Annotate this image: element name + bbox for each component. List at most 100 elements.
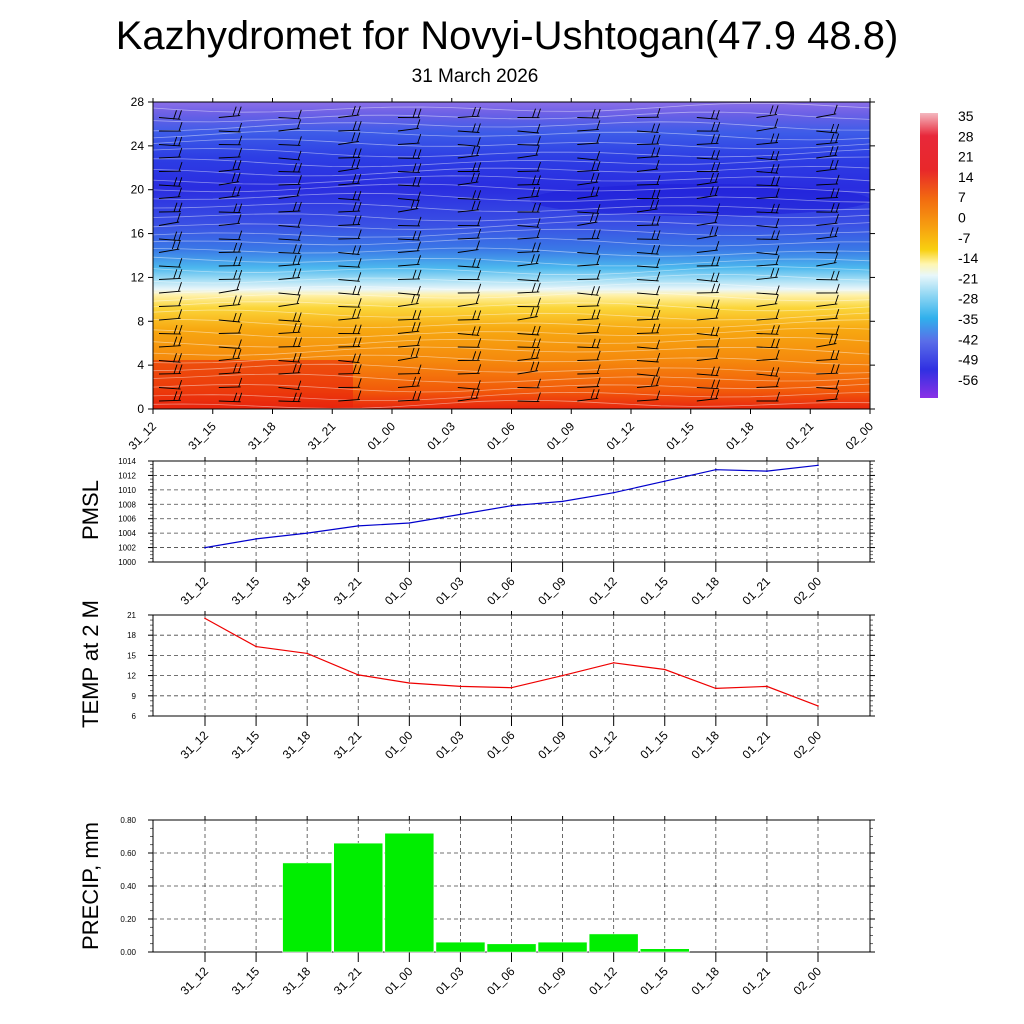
y-axis-label: PRECIP, mm bbox=[78, 822, 103, 950]
contour-line bbox=[153, 203, 870, 213]
wind-barb-feather bbox=[596, 255, 601, 265]
wind-barb bbox=[816, 317, 838, 321]
wind-barb-feather bbox=[471, 258, 476, 268]
wind-barb-feather bbox=[775, 164, 780, 174]
wind-barb-feather bbox=[769, 105, 774, 115]
wind-barb-feather bbox=[178, 177, 183, 187]
wind-barb bbox=[577, 157, 599, 161]
wind-barb-feather bbox=[238, 269, 243, 280]
wind-barb-feather bbox=[477, 338, 482, 348]
wind-barb-feather bbox=[536, 325, 541, 336]
data-point bbox=[357, 674, 360, 676]
wind-barb-feather bbox=[232, 295, 237, 305]
wind-barb-feather bbox=[410, 347, 415, 358]
wind-barb-feather bbox=[770, 133, 775, 143]
wind-barb-feather bbox=[178, 353, 182, 363]
wind-barb-feather bbox=[352, 174, 357, 184]
x-tick-label: 31_15 bbox=[229, 964, 263, 998]
wind-barb-feather bbox=[357, 258, 362, 268]
wind-barb-feather bbox=[537, 297, 541, 307]
y-tick-label: 0.20 bbox=[120, 915, 136, 924]
wind-barb-feather bbox=[655, 367, 660, 377]
wind-barb-feather bbox=[535, 307, 540, 317]
data-point bbox=[664, 668, 666, 671]
wind-barb-feather bbox=[775, 187, 780, 198]
wind-barb bbox=[397, 208, 419, 213]
wind-barb bbox=[338, 157, 361, 159]
contour-line bbox=[153, 318, 870, 329]
wind-barb-feather bbox=[292, 201, 297, 212]
wind-barb-feather bbox=[297, 201, 302, 212]
wind-barb bbox=[278, 238, 301, 241]
x-tick-label: 02_00 bbox=[843, 419, 877, 453]
wind-barb-feather bbox=[173, 231, 178, 241]
wind-barb-feather bbox=[417, 336, 422, 346]
wind-barb-feather bbox=[357, 174, 362, 184]
wind-barb-feather bbox=[298, 337, 302, 347]
wind-barb bbox=[338, 140, 359, 145]
wind-barb-feather bbox=[595, 389, 600, 399]
wind-barb-feather bbox=[297, 255, 302, 265]
wind-barb-feather bbox=[352, 201, 357, 212]
y-tick-label: 12 bbox=[127, 672, 136, 681]
wind-barb bbox=[158, 196, 181, 199]
wind-barb-feather bbox=[417, 133, 422, 144]
wind-barb bbox=[218, 400, 241, 403]
wind-barb bbox=[457, 115, 480, 118]
wind-barb bbox=[636, 373, 659, 377]
wind-barb-feather bbox=[656, 189, 661, 199]
wind-barb-feather bbox=[656, 258, 661, 268]
wind-barb bbox=[696, 279, 719, 283]
colorbar-label: -28 bbox=[958, 291, 978, 307]
wind-barb-feather bbox=[656, 134, 661, 145]
wind-barb-feather bbox=[656, 108, 661, 118]
wind-barb bbox=[816, 130, 838, 134]
y-tick-label: 4 bbox=[137, 358, 144, 372]
wind-barb-feather bbox=[770, 268, 775, 278]
wind-barb-feather bbox=[356, 132, 361, 142]
wind-barb-feather bbox=[711, 379, 716, 389]
colorbar: 35 28 21 14 7 0 -7 -14 -21 -28 -35 -42 -49 -56 bbox=[920, 108, 978, 398]
data-point bbox=[306, 652, 309, 655]
wind-barb-feather bbox=[472, 107, 476, 117]
wind-barb-feather bbox=[178, 202, 183, 212]
wind-barb-feather bbox=[237, 186, 241, 196]
wind-barb-feather bbox=[770, 176, 775, 186]
wind-barb bbox=[338, 252, 360, 256]
wind-barb-feather bbox=[472, 351, 477, 361]
x-tick-label: 01_09 bbox=[535, 964, 569, 998]
wind-barb-feather bbox=[650, 199, 655, 210]
wind-barb-feather bbox=[173, 202, 178, 212]
wind-barb bbox=[278, 144, 301, 146]
wind-barb-feather bbox=[237, 339, 242, 349]
wind-barb bbox=[756, 346, 779, 349]
wind-barb bbox=[457, 198, 480, 200]
wind-barb-feather bbox=[236, 172, 241, 182]
colorbar-label: 0 bbox=[958, 210, 966, 226]
wind-barb-feather bbox=[536, 136, 541, 146]
y-tick-label: 18 bbox=[127, 631, 136, 640]
wind-barb bbox=[278, 400, 301, 403]
wind-barb bbox=[218, 319, 241, 323]
wind-barb bbox=[696, 373, 719, 377]
wind-barb-feather bbox=[591, 229, 596, 239]
contour-line bbox=[153, 346, 870, 356]
wind-barb bbox=[397, 142, 420, 145]
wind-barb-feather bbox=[536, 123, 541, 134]
wind-barb bbox=[457, 144, 480, 147]
contour-line bbox=[153, 391, 870, 401]
wind-barb-feather bbox=[412, 177, 417, 187]
wind-barb-feather bbox=[297, 175, 302, 185]
wind-barb bbox=[636, 168, 659, 172]
wind-barb bbox=[636, 156, 659, 159]
wind-barb bbox=[756, 317, 779, 321]
wind-barb bbox=[158, 248, 180, 253]
wind-barb-feather bbox=[596, 229, 601, 239]
x-tick-label: 01_00 bbox=[365, 419, 399, 453]
contour-line bbox=[153, 213, 870, 222]
wind-barb-feather bbox=[415, 199, 420, 209]
wind-barb-feather bbox=[774, 294, 779, 304]
wind-barb bbox=[577, 397, 599, 402]
wind-barb-feather bbox=[293, 162, 297, 173]
wind-barb-feather bbox=[651, 376, 655, 386]
